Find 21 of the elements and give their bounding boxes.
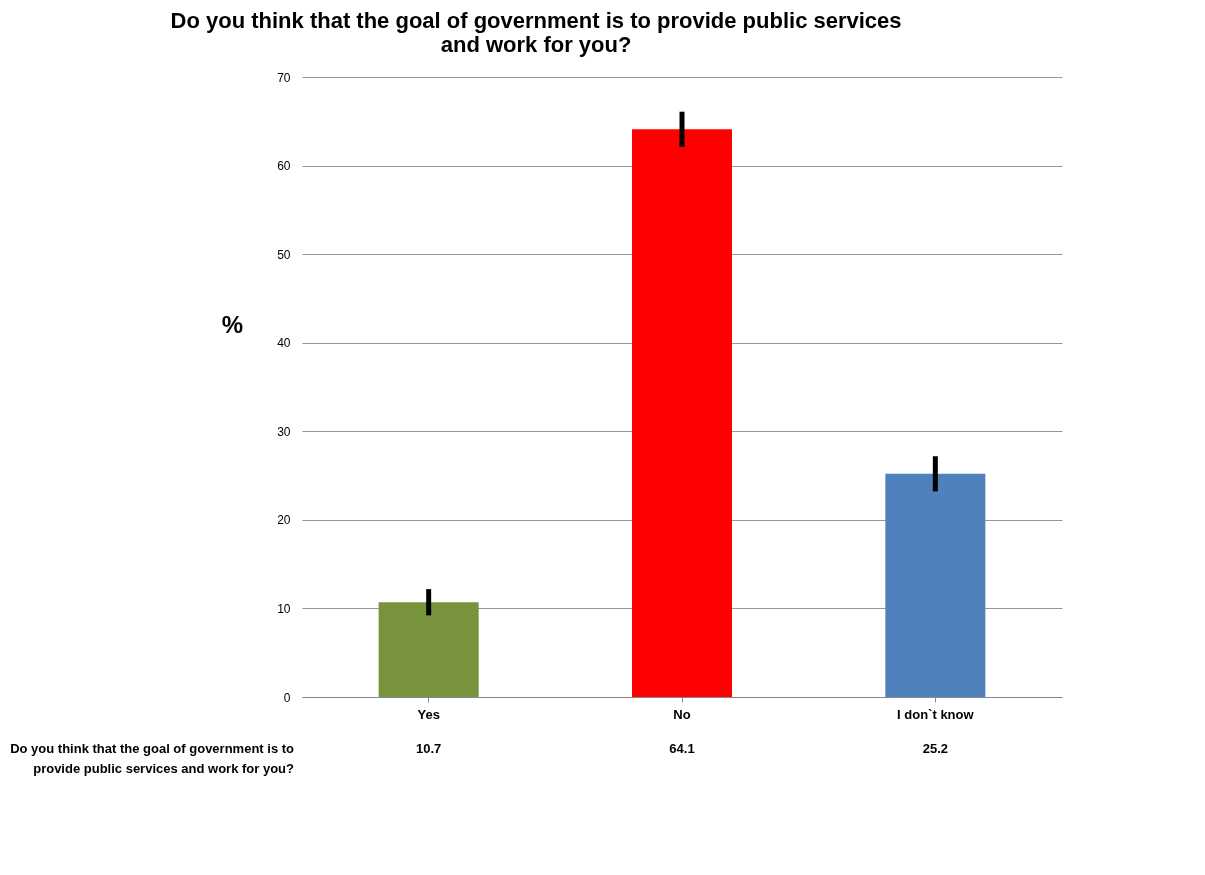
y-tick-label: 60 bbox=[277, 159, 291, 174]
bar bbox=[632, 129, 732, 697]
bar bbox=[885, 473, 986, 697]
y-tick-label: 50 bbox=[277, 247, 291, 262]
text: Do you think that the goal of government is to provide public services bbox=[170, 8, 902, 33]
data-label: 64.1 bbox=[669, 741, 695, 756]
y-tick-label: 40 bbox=[277, 336, 291, 351]
x-tick-label: No bbox=[673, 706, 691, 722]
x-tick-label: I don`t know bbox=[897, 706, 975, 722]
data-label: 25.2 bbox=[922, 741, 948, 756]
x-tick-label: Yes bbox=[417, 706, 440, 722]
y-tick-label: 30 bbox=[277, 424, 291, 439]
y-tick-label: 20 bbox=[277, 513, 291, 528]
y-tick-label: 70 bbox=[277, 70, 291, 85]
data-label: 10.7 bbox=[416, 741, 442, 756]
y-tick-label: 10 bbox=[277, 601, 291, 616]
y-tick-label: 0 bbox=[283, 690, 291, 705]
y-axis-title: % bbox=[221, 310, 244, 338]
text: Do you think that the goal of government is to provide public services and work for you? bbox=[10, 741, 295, 776]
bar bbox=[378, 602, 479, 697]
text: and work for you? bbox=[440, 32, 632, 57]
